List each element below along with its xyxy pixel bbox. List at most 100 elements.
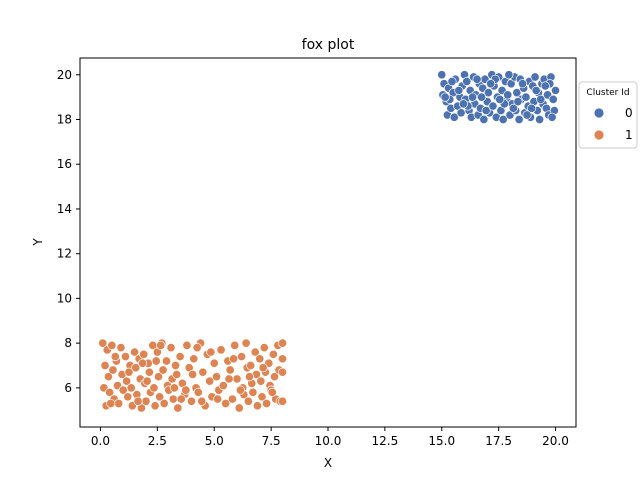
point-cluster-1-91 [255,354,265,364]
point-cluster-1-121 [142,376,152,386]
point-cluster-1-112 [188,369,198,379]
point-cluster-0-50 [514,114,524,125]
y-tick-label: 8 [64,336,72,350]
point-cluster-0-30 [483,88,493,98]
point-cluster-1-124 [176,394,186,404]
point-cluster-1-57 [186,396,197,406]
legend-box [578,81,638,149]
point-cluster-1-55 [182,340,192,350]
point-cluster-1-101 [269,372,280,382]
point-cluster-1-68 [211,372,222,382]
point-cluster-0-97 [522,110,532,120]
point-cluster-1-130 [192,343,202,353]
point-cluster-0-96 [447,76,457,87]
point-cluster-1-30 [141,396,151,406]
point-cluster-0-55 [521,92,531,102]
x-tick-label: 2.5 [148,434,167,448]
y-tick-label: 10 [57,291,72,305]
point-cluster-1-79 [236,351,247,362]
y-tick-label: 18 [57,113,72,127]
point-cluster-1-22 [130,347,140,357]
point-cluster-1-20 [126,383,136,393]
point-cluster-1-117 [181,385,191,395]
point-cluster-1-70 [216,345,226,355]
point-cluster-1-6 [105,387,115,397]
legend-marker-1 [593,129,605,141]
legend-label-0: 0 [625,106,633,120]
point-cluster-1-75 [227,394,237,404]
point-cluster-1-8 [108,365,118,375]
legend: Cluster Id 0 1 [578,81,638,149]
point-cluster-0-82 [481,106,491,116]
point-cluster-0-85 [454,85,464,95]
point-cluster-1-120 [258,363,268,373]
legend-label-1: 1 [625,128,633,142]
point-cluster-0-33 [488,101,498,111]
point-cluster-1-108 [277,367,288,377]
point-cluster-0-43 [503,90,513,100]
point-cluster-1-36 [150,401,160,411]
point-cluster-0-91 [513,97,523,107]
point-cluster-0-90 [495,94,505,104]
y-tick-label: 6 [64,381,72,395]
point-cluster-0-49 [512,88,522,98]
y-axis-ticks: 6 8 10 12 14 16 18 20 [57,68,80,395]
x-tick-label: 17.5 [485,434,512,448]
point-cluster-1-123 [133,396,143,406]
point-cluster-1-125 [267,387,277,397]
point-cluster-1-128 [229,354,239,364]
point-cluster-1-28 [139,349,149,359]
point-cluster-0-89 [477,92,487,102]
point-cluster-1-131 [138,358,148,368]
point-cluster-0-40 [498,114,508,125]
point-cluster-1-5 [103,372,113,382]
point-cluster-1-113 [206,347,216,357]
point-cluster-1-62 [198,367,208,377]
x-tick-label: 7.5 [262,434,281,448]
x-tick-label: 15.0 [428,434,455,448]
point-cluster-1-92 [256,376,266,386]
point-cluster-1-38 [153,372,164,382]
point-cluster-1-76 [230,340,240,350]
point-cluster-0-93 [540,81,550,91]
point-cluster-1-49 [171,360,181,371]
point-cluster-1-115 [124,367,134,377]
point-cluster-1-129 [156,340,166,350]
point-cluster-0-72 [548,94,558,104]
point-cluster-1-85 [246,360,256,371]
point-cluster-0-78 [517,79,528,89]
point-cluster-1-127 [106,398,116,409]
point-cluster-1-46 [166,343,176,353]
y-axis-title: Y [31,238,45,247]
point-cluster-1-43 [161,356,172,366]
point-cluster-0-88 [458,99,468,109]
point-cluster-1-107 [277,354,288,364]
data-points [98,70,561,413]
point-cluster-0-99 [504,70,514,80]
chart-title: fox plot [302,37,355,53]
point-cluster-1-2 [100,360,110,371]
point-cluster-1-74 [225,365,235,375]
point-cluster-1-17 [122,376,132,386]
point-cluster-1-71 [218,381,228,391]
point-cluster-1-84 [243,396,253,406]
point-cluster-1-119 [235,385,245,395]
point-cluster-1-90 [252,401,263,411]
point-cluster-0-73 [550,85,561,95]
point-cluster-0-27 [479,114,489,125]
point-cluster-1-82 [241,338,251,348]
point-cluster-0-12 [456,108,466,118]
point-cluster-1-67 [209,358,219,368]
point-cluster-1-48 [168,394,178,404]
point-cluster-0-77 [527,103,537,113]
point-cluster-0-16 [462,76,472,87]
point-cluster-1-114 [224,374,234,384]
point-cluster-1-96 [262,398,272,409]
point-cluster-1-7 [107,340,117,350]
point-cluster-1-0 [98,338,108,348]
x-tick-label: 5.0 [205,434,224,448]
point-cluster-0-94 [486,79,496,89]
point-cluster-1-65 [205,376,215,386]
point-cluster-1-106 [277,338,288,348]
